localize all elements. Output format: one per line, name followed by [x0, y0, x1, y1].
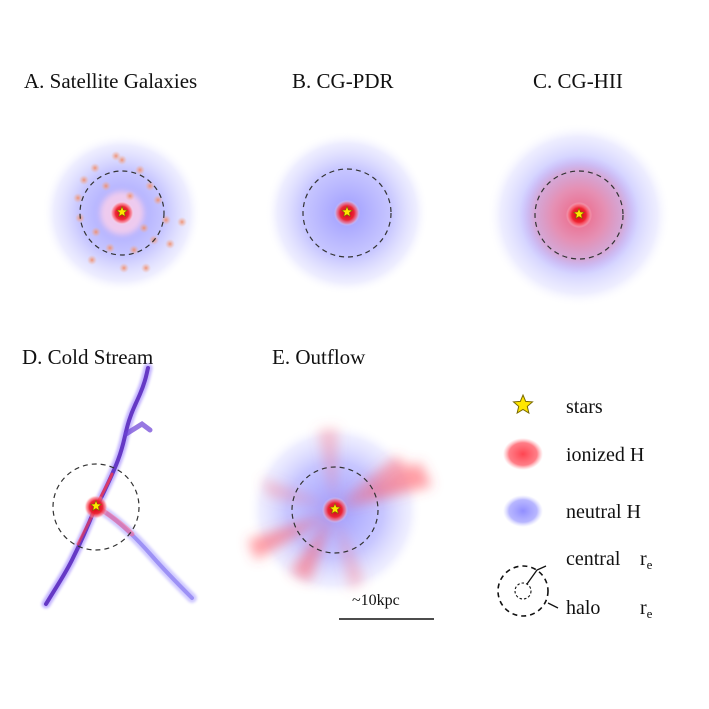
- panel-e-halo-re-circle: [291, 466, 379, 554]
- star-glyph: [512, 393, 534, 415]
- panel-d-ionized-inner-stream-3: [99, 507, 135, 537]
- legend-central-label: central re: [566, 548, 653, 572]
- panel-b-halo-re-circle: [302, 168, 392, 258]
- satellite-galaxy: [141, 263, 151, 273]
- panel-d-cold-stream: [41, 363, 197, 609]
- satellite-galaxy: [105, 243, 115, 253]
- satellite-galaxy: [125, 191, 135, 201]
- panel-e-plume-lower-left-2: [290, 516, 332, 582]
- panel-d-stream-filaments: [41, 363, 197, 609]
- legend-central-re-circle: [514, 582, 532, 600]
- legend-halo-pointer: [547, 602, 559, 609]
- panel-e-outflow-plumes: [248, 428, 432, 590]
- panel-d-title: D. Cold Stream: [22, 345, 153, 369]
- satellite-galaxy: [119, 263, 129, 273]
- panel-b-title: B. CG-PDR: [292, 69, 394, 93]
- satellite-galaxy: [87, 255, 97, 265]
- legend-central-pointer: [526, 565, 547, 585]
- star-glyph: [341, 205, 353, 218]
- panel-e-plume-upper-right: [340, 462, 432, 508]
- panel-b-cg-pdr: [265, 131, 429, 295]
- satellite-galaxy: [165, 239, 175, 249]
- panel-e-plume-upper-right-2: [338, 456, 412, 505]
- satellite-galaxy: [153, 195, 163, 205]
- star-glyph: [116, 205, 128, 218]
- legend-ionized-label: ionized H: [566, 444, 644, 466]
- panel-a-satellites: [73, 151, 187, 273]
- legend-halo-re-circle: [497, 565, 549, 617]
- panel-e-plume-up: [318, 428, 338, 504]
- panel-e-outflow: ~10kpc: [247, 422, 434, 620]
- panel-d-star-icon: [90, 499, 102, 512]
- legend-halo-label: halo re: [566, 597, 653, 621]
- satellite-galaxy: [117, 155, 127, 165]
- panel-c-cg-hii: [487, 123, 671, 307]
- satellite-galaxy: [177, 217, 187, 227]
- satellite-galaxy: [73, 193, 83, 203]
- panel-d-filament-upper-tip: [123, 420, 153, 437]
- panel-e-plume-lower-left: [248, 514, 330, 560]
- panel-c-title: C. CG-HII: [533, 69, 623, 93]
- satellite-galaxy: [90, 163, 100, 173]
- star-glyph: [573, 207, 585, 220]
- legend-stars-label: stars: [566, 396, 603, 418]
- legend-neutral-swatch: [503, 495, 543, 527]
- satellite-galaxy: [129, 245, 139, 255]
- legend-neutral-label: neutral H: [566, 501, 641, 523]
- satellite-galaxy: [101, 181, 111, 191]
- satellite-galaxy: [139, 223, 149, 233]
- panel-e-title: E. Outflow: [272, 345, 366, 369]
- panel-a-satellite-galaxies: [42, 133, 202, 293]
- panel-d-halo-re-circle: [52, 463, 140, 551]
- panel-e-star-icon: [329, 502, 341, 515]
- satellite-galaxy: [91, 227, 101, 237]
- star-glyph: [90, 499, 102, 512]
- legend-star-icon: [512, 393, 534, 415]
- panel-a-title: A. Satellite Galaxies: [24, 69, 197, 93]
- satellite-galaxy: [145, 181, 155, 191]
- legend: stars ionized H neutral H central re hal…: [497, 393, 653, 621]
- star-glyph: [329, 502, 341, 515]
- legend-ionized-swatch: [503, 438, 543, 470]
- scalebar-label: ~10kpc: [352, 592, 400, 609]
- panel-c-halo-re-circle: [534, 170, 624, 260]
- panel-b-star-icon: [341, 205, 353, 218]
- panel-c-star-icon: [573, 207, 585, 220]
- panel-a-star-icon: [116, 205, 128, 218]
- satellite-galaxy: [135, 165, 145, 175]
- panel-e-plume-down: [336, 516, 364, 590]
- panel-a-halo-re-circle: [79, 170, 165, 256]
- satellite-galaxy: [79, 175, 89, 185]
